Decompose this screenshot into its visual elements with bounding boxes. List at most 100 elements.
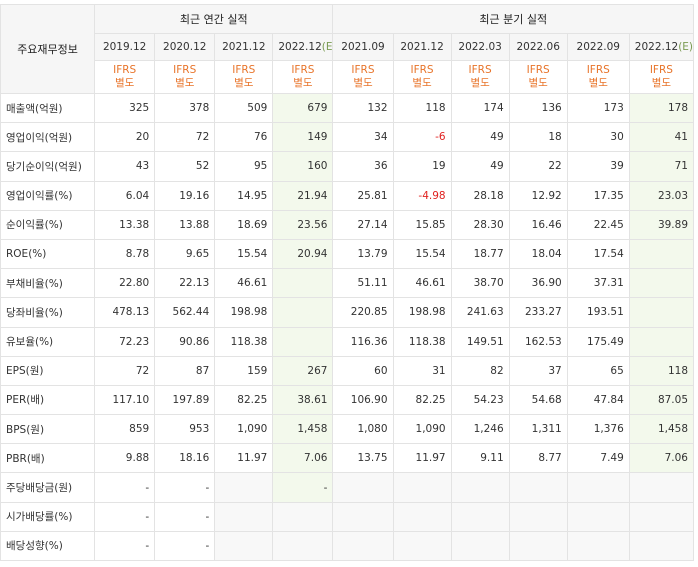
table-cell: - (154, 501, 216, 532)
table-cell: 1,376 (566, 414, 630, 445)
table-cell: 15.85 (392, 209, 452, 240)
period-header: 2019.12 (94, 33, 156, 61)
table-row: PBR(배) 9.88 18.16 11.97 7.06 13.75 11.97 9.11 8.… (0, 443, 695, 474)
separate-basis-label: 별도 (651, 77, 672, 89)
row-label: BPS(원) (0, 414, 96, 445)
table-cell: 197.89 (154, 384, 216, 416)
table-cell: 1,311 (508, 414, 568, 445)
table-cell (392, 472, 452, 503)
table-cell (272, 530, 334, 562)
table-row: 순이익률(%) 13.38 13.88 18.69 23.56 27.14 15.85 28.… (0, 209, 695, 240)
row-label: EPS(원) (0, 355, 96, 386)
table-cell (450, 530, 510, 562)
table-row: 영업이익(억원) 20 72 76 149 34 -6 49 18 30 41 (0, 122, 695, 153)
table-cell: 31 (392, 355, 452, 386)
table-cell: 7.06 (272, 443, 334, 474)
table-cell: 54.68 (508, 384, 568, 416)
ifrs-label: IFRS (526, 64, 550, 76)
table-cell: 20.94 (272, 238, 334, 270)
table-cell: 15.54 (214, 238, 274, 270)
ifrs-label: IFRS (351, 64, 375, 76)
ifrs-label: IFRS (468, 64, 492, 76)
table-cell: 509 (214, 92, 274, 124)
ifrs-basis-header: IFRS 별도 (94, 60, 156, 94)
row-label: 배당성향(%) (0, 530, 96, 562)
table-cell: 22.45 (566, 209, 630, 240)
table-cell: 18 (508, 122, 568, 153)
table-cell: 11.97 (392, 443, 452, 474)
table-cell: 118.38 (214, 326, 274, 357)
separate-basis-label: 별도 (293, 77, 313, 89)
table-cell (450, 501, 510, 532)
table-cell: 378 (154, 92, 216, 124)
table-cell (508, 530, 568, 562)
ifrs-label: IFRS (410, 64, 434, 76)
row-label: 매출액(억원) (0, 92, 96, 124)
period-header: 2020.12 (154, 33, 216, 61)
table-cell: 198.98 (392, 297, 452, 328)
table-cell: - (272, 472, 334, 503)
table-cell: 160 (272, 151, 334, 182)
period-header: 2022.12(E) (628, 33, 695, 61)
table-cell (214, 530, 274, 562)
table-cell: 37 (508, 355, 568, 386)
table-cell: 8.78 (94, 238, 156, 270)
table-cell: 18.77 (450, 238, 510, 270)
table-cell (628, 530, 695, 562)
ifrs-basis-header: IFRS 별도 (272, 60, 334, 94)
table-cell (628, 297, 695, 328)
table-cell: 38.61 (272, 384, 334, 416)
ifrs-basis-header: IFRS 별도 (450, 60, 510, 94)
table-cell (272, 268, 334, 299)
table-cell: - (94, 472, 156, 503)
table-row: 배당성향(%) - - (0, 530, 695, 562)
table-cell: 13.88 (154, 209, 216, 240)
table-row: EPS(원) 72 87 159 267 60 31 82 37 65 118 (0, 355, 695, 386)
table-row: 당좌비율(%) 478.13 562.44 198.98 220.85 198.98 241… (0, 297, 695, 328)
table-cell: 116.36 (332, 326, 394, 357)
table-cell: 1,090 (392, 414, 452, 445)
ifrs-label: IFRS (173, 64, 197, 76)
table-cell: 41 (628, 122, 695, 153)
table-cell: 90.86 (154, 326, 216, 357)
row-label: 영업이익률(%) (0, 180, 96, 211)
table-cell: 18.04 (508, 238, 568, 270)
row-label: 당기순이익(억원) (0, 151, 96, 182)
table-cell (628, 238, 695, 270)
table-cell: 9.88 (94, 443, 156, 474)
table-cell: 173 (566, 92, 630, 124)
table-cell: 37.31 (566, 268, 630, 299)
table-cell: 22.13 (154, 268, 216, 299)
table-cell (628, 472, 695, 503)
table-cell: 6.04 (94, 180, 156, 211)
table-cell: 118.38 (392, 326, 452, 357)
table-cell: 52 (154, 151, 216, 182)
table-cell (272, 297, 334, 328)
table-cell: 39 (566, 151, 630, 182)
table-cell: 27.14 (332, 209, 394, 240)
table-cell: 325 (94, 92, 156, 124)
table-cell: 136 (508, 92, 568, 124)
table-cell (214, 501, 274, 532)
table-cell: 174 (450, 92, 510, 124)
table-row: 부채비율(%) 22.80 22.13 46.61 51.11 46.61 38.70 36.… (0, 268, 695, 299)
table-cell: 193.51 (566, 297, 630, 328)
table-cell: 95 (214, 151, 274, 182)
table-cell: 60 (332, 355, 394, 386)
table-cell: 1,458 (272, 414, 334, 445)
table-cell: 1,080 (332, 414, 394, 445)
separate-basis-label: 별도 (470, 77, 490, 89)
table-cell: - (154, 530, 216, 562)
row-label: 시가배당률(%) (0, 501, 96, 532)
table-cell: 36.90 (508, 268, 568, 299)
table-row: 매출액(억원) 325 378 509 679 132 118 174 136 173 178 (0, 92, 695, 124)
table-row: 영업이익률(%) 6.04 19.16 14.95 21.94 25.81 -4.98 28.… (0, 180, 695, 211)
table-cell: 47.84 (566, 384, 630, 416)
table-cell: 87.05 (628, 384, 695, 416)
table-cell: 118 (628, 355, 695, 386)
table-cell: 49 (450, 151, 510, 182)
table-cell: -4.98 (392, 180, 452, 211)
table-cell (566, 472, 630, 503)
estimate-suffix: (E) (678, 41, 694, 53)
table-row: 시가배당률(%) - - (0, 501, 695, 532)
